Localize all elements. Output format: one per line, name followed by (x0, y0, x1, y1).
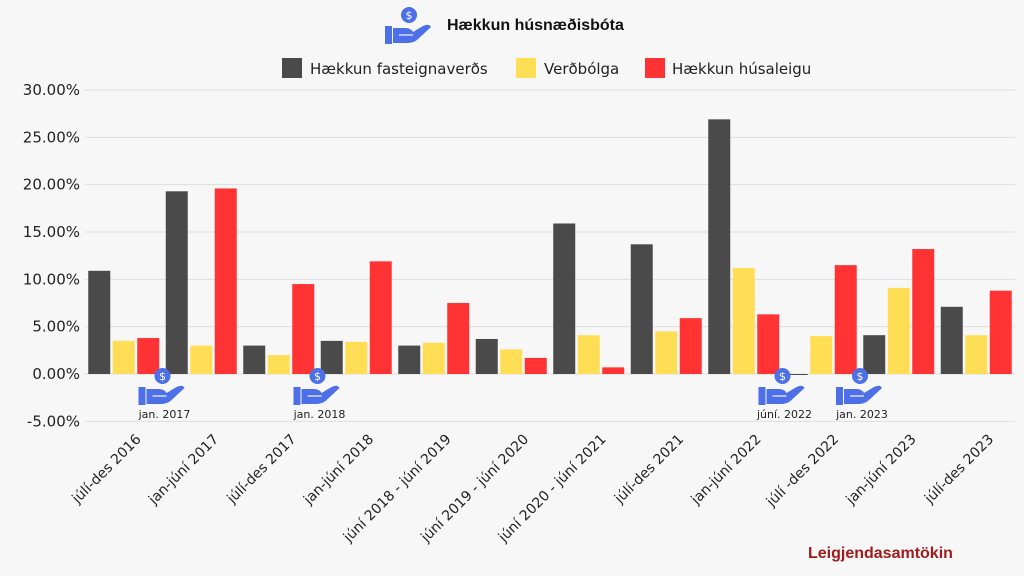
bar (577, 335, 600, 374)
y-tick-label: 30.00% (23, 81, 80, 99)
bar (243, 345, 266, 374)
bars (88, 119, 1012, 375)
bar (863, 335, 886, 374)
y-tick-label: 10.00% (23, 270, 80, 288)
legend: Hækkun fasteignaverðs Verðbólga Hækkun h… (282, 58, 811, 78)
bar (602, 367, 625, 374)
x-tick-label: jan-júní 2018 (300, 432, 377, 509)
annotations: jan. 2017 jan. 2018 júní. 2022 jan. 2023 (138, 367, 888, 421)
bar (655, 331, 678, 374)
bar (912, 249, 935, 374)
y-tick-label: 0.00% (32, 365, 80, 383)
annotation-label: júní. 2022 (756, 408, 812, 421)
bar (214, 188, 237, 374)
bar (785, 374, 808, 375)
bar (475, 338, 498, 374)
annotation-label: jan. 2018 (293, 408, 346, 421)
bar (524, 357, 547, 374)
legend-swatch-fasteignaverd (282, 58, 302, 78)
y-axis-ticks: -5.00% 0.00% 5.00% 10.00% 15.00% 20.00% 25.00%… (23, 81, 80, 430)
bar (708, 119, 731, 374)
bar (345, 341, 368, 374)
bar (447, 303, 470, 374)
bar (630, 244, 653, 374)
gridlines (85, 89, 1015, 422)
x-tick-label: jan-júní 2022 (688, 432, 765, 509)
x-tick-label: júlí-des 2021 (611, 432, 687, 508)
x-tick-label: júlí -des 2022 (763, 432, 842, 511)
bar (190, 345, 213, 374)
bar (553, 223, 576, 374)
bar (398, 345, 421, 374)
bar (165, 191, 188, 374)
x-tick-label: júlí-des 2017 (224, 432, 300, 508)
bar (292, 284, 315, 374)
y-tick-label: -5.00% (27, 412, 80, 430)
annotation-label: jan. 2023 (835, 408, 888, 421)
brand-label: Leigjendasamtökin (808, 545, 953, 562)
y-tick-label: 20.00% (23, 176, 80, 194)
bar (965, 335, 988, 374)
y-tick-label: 5.00% (32, 318, 80, 336)
legend-label: Hækkun fasteignaverðs (310, 60, 488, 78)
chart-title-text: Hækkun húsnæðisbóta (447, 17, 624, 34)
bar (500, 349, 523, 374)
bar (940, 306, 963, 374)
bar (679, 318, 702, 374)
bar (369, 261, 392, 374)
legend-label: Verðbólga (544, 60, 619, 78)
x-axis-labels: júlí-des 2016 jan-júní 2017 júlí-des 2017 j… (69, 431, 997, 546)
y-tick-label: 25.00% (23, 128, 80, 146)
bar (757, 314, 780, 374)
x-tick-label: jan-júní 2023 (843, 432, 920, 509)
x-tick-label: jan-júní 2017 (145, 432, 222, 509)
legend-swatch-husaleiga (645, 58, 665, 78)
chart-title: Hækkun húsnæðisbóta (384, 6, 624, 45)
legend-label: Hækkun húsaleigu (672, 60, 811, 78)
bar (887, 287, 910, 374)
bar (422, 342, 445, 374)
bar (732, 267, 755, 374)
bar (810, 336, 833, 374)
bar (267, 355, 290, 374)
bar (834, 265, 857, 374)
bar (88, 270, 111, 374)
bar (320, 340, 343, 374)
bar (137, 338, 160, 374)
y-tick-label: 15.00% (23, 223, 80, 241)
x-tick-label: júlí-des 2023 (921, 432, 997, 508)
annotation-label: jan. 2017 (138, 408, 191, 421)
bar (989, 290, 1012, 374)
x-tick-label: júlí-des 2016 (69, 431, 145, 507)
hand-dollar-icon (384, 6, 432, 45)
bar (112, 340, 135, 374)
legend-swatch-verdbolga (516, 58, 536, 78)
